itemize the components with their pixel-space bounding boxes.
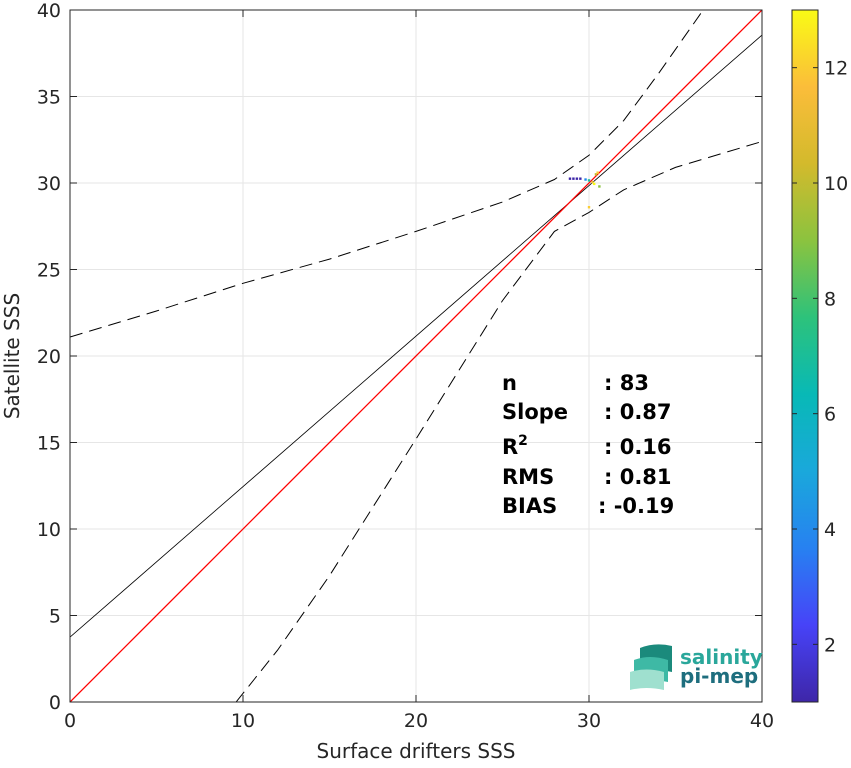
stat-label: RMS [502, 465, 554, 489]
data-point [587, 179, 591, 182]
data-point [568, 177, 572, 180]
y-tick-label: 5 [49, 606, 61, 628]
x-tick-label: 10 [231, 710, 255, 732]
x-tick-label: 30 [577, 710, 601, 732]
data-point [587, 206, 591, 209]
data-point [598, 185, 601, 188]
logo-text-line2: pi-mep [680, 664, 758, 688]
stat-value: : 0.16 [604, 435, 672, 459]
data-point [591, 180, 594, 184]
stat-label: BIAS [502, 494, 557, 518]
stat-label: n [502, 371, 517, 395]
confidence-bound-lower [235, 141, 762, 702]
identity-line [70, 10, 762, 702]
data-points [568, 171, 601, 209]
y-tick-label: 10 [37, 519, 61, 541]
colorbar-tick-label: 10 [824, 173, 848, 195]
data-point [575, 177, 579, 180]
y-tick-label: 0 [49, 692, 61, 714]
x-axis: 0 10 20 30 40 [64, 10, 774, 732]
y-tick-label: 40 [37, 0, 61, 22]
regression-fit-line [70, 34, 762, 638]
data-point [596, 171, 599, 174]
data-point [572, 177, 575, 180]
colorbar-tick-label: 8 [824, 288, 836, 310]
x-axis-label: Surface drifters SSS [317, 739, 516, 763]
data-point [584, 178, 587, 181]
stat-value: : 83 [604, 371, 649, 395]
y-tick-label: 30 [37, 173, 61, 195]
y-tick-label: 25 [37, 260, 61, 282]
stat-value: : -0.19 [598, 494, 674, 518]
y-axis: 0 5 10 15 20 25 30 35 40 [37, 0, 762, 714]
data-point [592, 182, 596, 186]
y-tick-label: 20 [37, 346, 61, 368]
x-tick-label: 40 [750, 710, 774, 732]
colorbar-tick-label: 2 [824, 634, 836, 656]
y-tick-label: 15 [37, 433, 61, 455]
curves [70, 10, 762, 702]
colorbar-tick-label: 12 [824, 58, 848, 80]
colorbar-tick-label: 4 [824, 519, 836, 541]
stat-label: Slope [502, 400, 568, 424]
x-tick-label: 20 [404, 710, 428, 732]
stat-value: : 0.81 [604, 465, 672, 489]
confidence-bound-upper [70, 10, 704, 338]
y-tick-label: 35 [37, 87, 61, 109]
logo-wave-3 [630, 669, 664, 690]
colorbar-ticks: 2 4 6 8 10 12 [792, 58, 848, 656]
colorbar-gradient [791, 9, 819, 703]
data-point [594, 173, 598, 176]
salinity-pimep-logo: salinity pi-mep [630, 644, 763, 690]
colorbar-tick-label: 6 [824, 404, 836, 426]
colorbar: 2 4 6 8 10 12 [791, 9, 848, 703]
y-axis-label: Satellite SSS [0, 293, 24, 419]
data-point [579, 177, 582, 180]
stat-value: : 0.87 [604, 400, 672, 424]
x-tick-label: 0 [64, 710, 76, 732]
logo-text-line1: salinity [680, 645, 763, 669]
